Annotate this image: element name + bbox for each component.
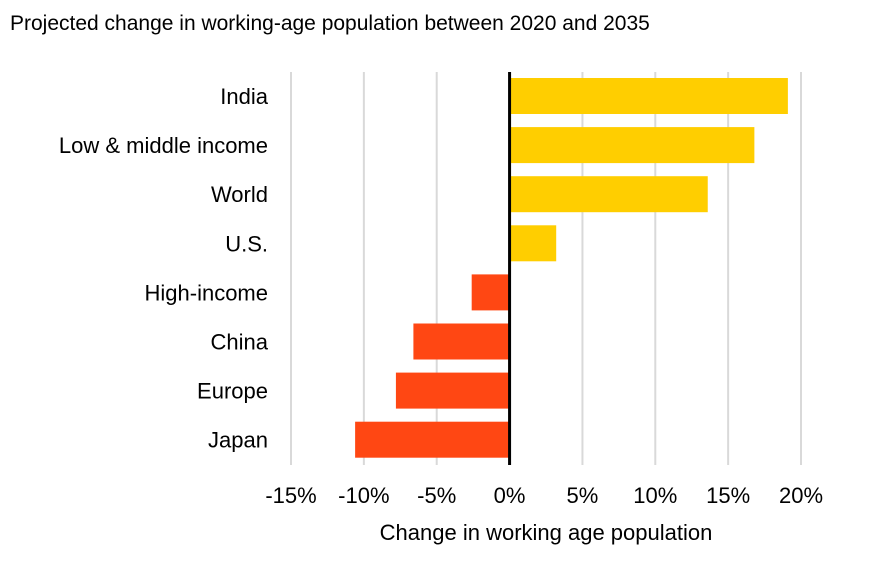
category-label: Japan	[208, 428, 268, 453]
category-label: Europe	[197, 379, 268, 404]
x-tick-labels: -15% -10% -5% 0% 5% 10% 15% 20%	[265, 483, 823, 508]
bars	[355, 78, 788, 458]
chart-title: Projected change in working-age populati…	[10, 12, 650, 35]
bar	[471, 274, 510, 311]
bar	[509, 78, 788, 114]
bar	[509, 127, 755, 164]
category-label: India	[220, 84, 268, 109]
category-label: China	[211, 330, 269, 355]
x-tick-label: 0%	[494, 483, 526, 508]
x-tick-label: 15%	[706, 483, 750, 508]
bar	[413, 323, 510, 360]
category-label: Low & middle income	[59, 133, 268, 158]
x-tick-label: -10%	[338, 483, 389, 508]
category-labels: India Low & middle income World U.S. High-in…	[59, 84, 269, 453]
bar	[395, 372, 510, 409]
x-tick-label: 5%	[567, 483, 599, 508]
bar	[509, 225, 557, 262]
category-label: High-income	[145, 280, 269, 305]
category-label: U.S.	[225, 231, 268, 256]
bar	[355, 421, 510, 458]
x-axis-label: Change in working age population	[380, 520, 713, 545]
x-tick-label: -15%	[265, 483, 316, 508]
bar	[509, 176, 708, 213]
x-tick-label: -5%	[417, 483, 456, 508]
x-tick-label: 10%	[633, 483, 677, 508]
category-label: World	[211, 182, 268, 207]
x-tick-label: 20%	[779, 483, 823, 508]
